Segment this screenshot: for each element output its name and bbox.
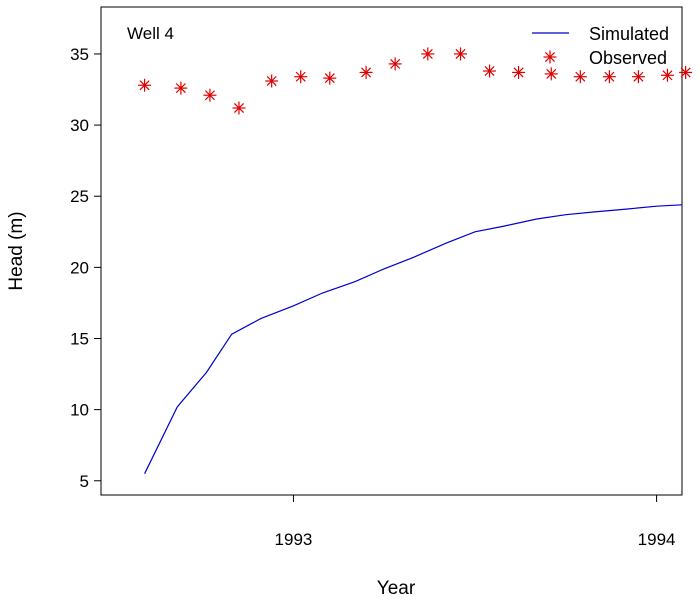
series-layer (138, 47, 693, 474)
asterisk-stroke (484, 66, 495, 77)
observed-point (174, 81, 188, 95)
legend-simulated-label: Simulated (589, 24, 669, 44)
asterisk-stroke (662, 70, 673, 81)
y-tick-label: 35 (70, 45, 89, 64)
asterisk-stroke (233, 102, 245, 114)
observed-point (573, 70, 587, 84)
asterisk-stroke (390, 58, 401, 69)
asterisk-stroke (266, 75, 277, 87)
asterisk-stroke (139, 80, 150, 91)
asterisk-stroke (295, 71, 306, 82)
observed-point (421, 47, 435, 61)
observed-point (631, 70, 645, 84)
observed-point (512, 65, 526, 79)
legend-observed-marker (543, 50, 557, 64)
plot-frame (100, 6, 683, 496)
observed-point (660, 68, 674, 82)
x-axis: 1993 1994 (275, 495, 676, 549)
asterisk-stroke (204, 90, 215, 101)
y-axis: 5 10 15 20 25 30 35 (70, 45, 101, 491)
observed-point (203, 88, 217, 102)
observed-point (294, 70, 308, 84)
y-tick-label: 10 (70, 401, 89, 420)
observed-point (679, 65, 693, 79)
observed-point (232, 101, 246, 115)
observed-point (544, 67, 558, 81)
asterisk-stroke (680, 67, 691, 78)
panel-label: Well 4 (127, 24, 174, 43)
y-tick-label: 20 (70, 258, 89, 277)
asterisk-stroke (544, 51, 556, 63)
observed-point (483, 64, 497, 78)
y-tick-label: 30 (70, 116, 89, 135)
legend-observed-label: Observed (589, 48, 667, 68)
y-tick-label: 25 (70, 187, 89, 206)
observed-point (602, 70, 616, 84)
asterisk-stroke (361, 67, 372, 78)
legend: Simulated Observed (532, 24, 669, 68)
asterisk-stroke (546, 68, 557, 79)
observed-point (138, 78, 152, 92)
asterisk-stroke (513, 67, 524, 78)
asterisk-stroke (633, 71, 644, 82)
asterisk-stroke (422, 48, 433, 59)
asterisk-stroke (455, 48, 466, 59)
y-tick-label: 15 (70, 329, 89, 348)
x-tick-label: 1994 (638, 530, 676, 549)
y-tick-label: 5 (80, 472, 89, 491)
series-simulated-line (144, 204, 683, 474)
observed-point (453, 47, 467, 61)
asterisk-stroke (324, 73, 335, 84)
observed-point (359, 65, 373, 79)
observed-point (388, 57, 402, 71)
observed-point (265, 74, 279, 88)
asterisk-stroke (175, 83, 186, 94)
asterisk-stroke (604, 71, 615, 82)
x-axis-title: Year (377, 578, 416, 599)
observed-point (323, 71, 337, 85)
asterisk-stroke (575, 71, 586, 82)
legend-asterisk-icon (543, 50, 557, 64)
x-tick-label: 1993 (275, 530, 313, 549)
y-axis-title: Head (m) (6, 211, 27, 290)
